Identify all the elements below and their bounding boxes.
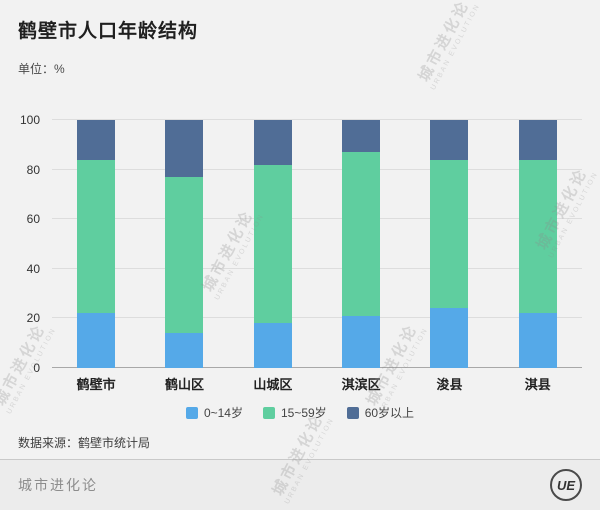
legend-item: 15~59岁: [262, 404, 327, 421]
bar-segment: [253, 164, 292, 324]
x-axis: 鹤壁市 鹤山区 山城区 淇滨区 浚县 淇县: [52, 374, 582, 393]
bar-segment: [430, 120, 469, 160]
gridline: [52, 218, 582, 220]
bar-segment: [518, 159, 557, 314]
bar-segment: [518, 313, 557, 368]
bar-segment: [165, 120, 204, 178]
x-axis-label: 鹤壁市: [76, 377, 116, 392]
unit-label: 单位：%: [18, 62, 65, 76]
brand-text: 城市进化论: [18, 477, 98, 493]
y-tick-label: 40: [26, 261, 40, 276]
x-axis-label: 鹤山区: [164, 377, 204, 392]
footer-bar: 城市进化论 UE: [0, 459, 600, 510]
bar-slot: [229, 120, 317, 368]
bar-segment: [342, 315, 381, 368]
bar-segment: [518, 120, 557, 160]
stacked-bar-chart: 0 20 40 60 80 100: [14, 113, 586, 375]
x-axis-label: 淇县: [524, 377, 551, 392]
gridline: [52, 267, 582, 269]
stacked-bar: [77, 120, 116, 368]
legend-label: 60岁以上: [364, 406, 415, 420]
bar-slot: [405, 120, 493, 368]
bar-segment: [253, 120, 292, 165]
gridline: [52, 168, 582, 170]
stacked-bar: [165, 120, 204, 368]
stacked-bar: [430, 120, 469, 368]
y-axis: 0 20 40 60 80 100: [14, 113, 48, 375]
stacked-bar: [518, 120, 557, 368]
bar-segment: [77, 313, 116, 368]
legend-label: 15~59岁: [280, 406, 327, 420]
bar-segment: [253, 323, 292, 368]
y-tick-label: 20: [26, 311, 40, 326]
ue-logo: UE: [550, 469, 582, 501]
stacked-bar: [253, 120, 292, 368]
bar-segment: [430, 159, 469, 309]
bar-slot: [140, 120, 228, 368]
bars-row: [52, 120, 582, 368]
legend-swatch: [346, 406, 359, 419]
y-tick-label: 60: [26, 212, 40, 227]
bar-segment: [342, 120, 381, 153]
gridline: [52, 367, 582, 368]
bar-segment: [342, 152, 381, 316]
y-tick-label: 80: [26, 162, 40, 177]
legend: 0~14岁 15~59岁 60岁以上: [0, 404, 600, 421]
legend-swatch: [262, 406, 275, 419]
bar-slot: [494, 120, 582, 368]
x-axis-label: 浚县: [436, 377, 463, 392]
bar-slot: [317, 120, 405, 368]
y-tick-label: 100: [19, 113, 40, 127]
gridline: [52, 119, 582, 120]
bar-segment: [165, 177, 204, 334]
page-title: 鹤壁市人口年龄结构: [18, 21, 199, 42]
bar-slot: [52, 120, 140, 368]
source-note: 数据来源：鹤壁市统计局: [18, 436, 151, 450]
y-tick-label: 0: [33, 361, 40, 375]
watermark: 城市进化论 URBAN EVOLUTION: [415, 0, 482, 92]
legend-item: 0~14岁: [185, 404, 243, 421]
x-axis-label: 淇滨区: [341, 377, 381, 392]
bar-segment: [165, 333, 204, 368]
stacked-bar: [342, 120, 381, 368]
legend-item: 60岁以上: [346, 404, 415, 421]
bar-segment: [77, 120, 116, 160]
legend-label: 0~14岁: [203, 406, 243, 420]
legend-swatch: [185, 406, 198, 419]
x-axis-label: 山城区: [253, 377, 293, 392]
bar-segment: [430, 308, 469, 368]
bar-segment: [77, 159, 116, 314]
plot-area: [52, 119, 582, 368]
gridline: [52, 317, 582, 319]
